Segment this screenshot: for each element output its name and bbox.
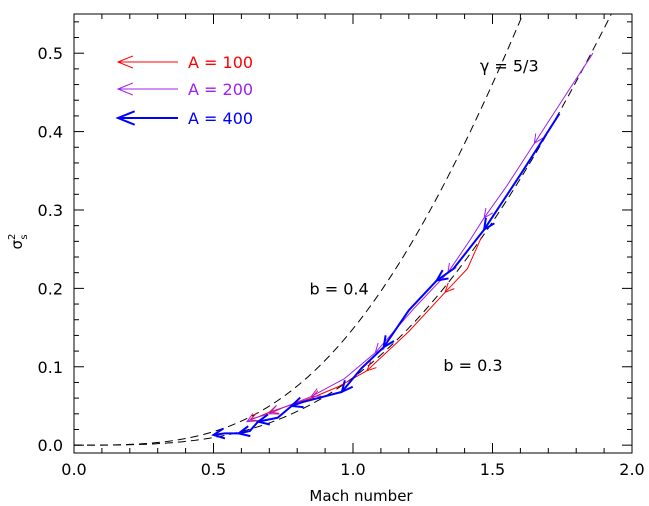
- series-arrow-a-400: [236, 425, 251, 438]
- legend-arrow-a-100: [116, 55, 134, 69]
- series-line-a-100: [249, 237, 482, 421]
- y-tick-label: 0.5: [38, 44, 63, 63]
- y-tick-label: 0.2: [38, 279, 63, 298]
- series-arrow-a-200: [245, 413, 257, 423]
- legend-label-a-400: A = 400: [188, 109, 253, 128]
- series-arrow-a-200: [483, 207, 494, 219]
- model-curve-b-0.4: [74, 14, 524, 446]
- series-arrow-a-400: [340, 379, 354, 394]
- annotation: γ = 5/3: [480, 57, 539, 76]
- x-tick-label: 0.5: [201, 460, 226, 479]
- series-line-a-200: [246, 52, 594, 423]
- legend-label-a-200: A = 200: [188, 80, 253, 99]
- plot-border: [73, 13, 633, 454]
- annotation: b = 0.3: [443, 356, 502, 375]
- x-axis-label: Mach number: [309, 487, 413, 505]
- y-tick-label: 0.4: [38, 123, 63, 142]
- legend: A = 100 A = 200 A = 400: [115, 53, 253, 128]
- series-arrow-a-400: [434, 269, 449, 282]
- y-tick-label: 0.3: [38, 201, 63, 220]
- series-arrow-a-400: [382, 335, 395, 350]
- x-tick-label: 1.5: [480, 460, 505, 479]
- y-axis-label-subscript: s: [19, 234, 30, 239]
- x-tick-label: 1.0: [340, 460, 365, 479]
- legend-label-a-100: A = 100: [188, 53, 253, 72]
- series-arrow-a-100: [444, 282, 455, 294]
- series-arrow-a-100: [366, 361, 377, 372]
- series-arrow-a-400: [482, 217, 495, 232]
- y-tick-label: 0.1: [38, 358, 63, 377]
- series-arrow-a-200: [268, 405, 280, 415]
- x-tick-label: 2.0: [619, 460, 644, 479]
- y-tick-label: 0.0: [38, 436, 63, 455]
- series-arrow-a-200: [310, 388, 322, 398]
- axes-labels: 0.0 0.5 1.0 1.5 2.0 0.0 0.1 0.2 0.3 0.4 0.5 Mach nu…: [7, 44, 645, 505]
- legend-arrow-a-400: [115, 110, 136, 126]
- y-axis-label-symbol: σ: [8, 239, 26, 249]
- data-series: [211, 52, 594, 440]
- y-axis-label: σ2s: [7, 234, 30, 250]
- legend-arrow-a-200: [116, 82, 134, 96]
- annotation: b = 0.4: [309, 279, 368, 298]
- series-line-a-400: [213, 113, 561, 436]
- x-tick-label: 0.0: [61, 460, 86, 479]
- series-arrow-a-200: [533, 133, 544, 145]
- series-arrow-a-400: [255, 413, 271, 426]
- plot-frame: [73, 13, 633, 454]
- annotations: γ = 5/3 b = 0.4 b = 0.3: [309, 57, 538, 375]
- y-axis-label-superscript: 2: [7, 234, 18, 240]
- series-arrow-a-400: [289, 396, 304, 409]
- series-arrow-a-400: [211, 427, 226, 440]
